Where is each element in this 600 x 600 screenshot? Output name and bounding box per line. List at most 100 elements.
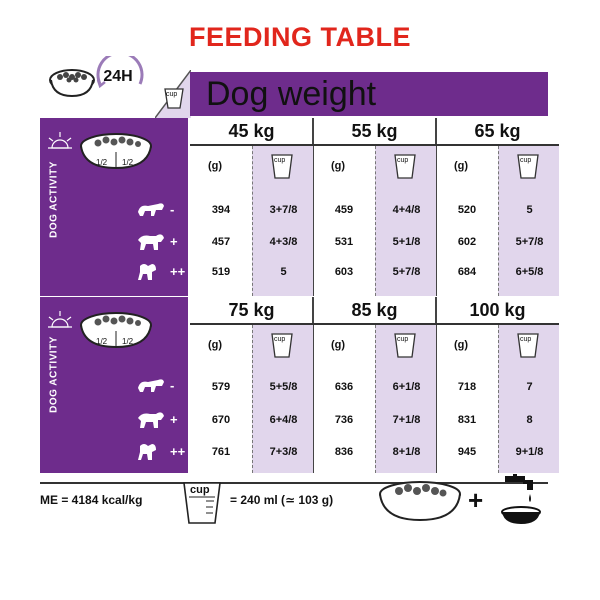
hours-label: 24H	[93, 64, 143, 94]
dog-activity-icon	[136, 260, 160, 287]
gram-header: (g)	[454, 160, 469, 172]
activity-sign: +	[170, 412, 178, 427]
half-right-1: 1/2	[122, 158, 134, 167]
cup-header-icon: cup	[393, 331, 417, 359]
footer-cup-label: cup	[190, 484, 210, 496]
col-separator	[312, 297, 314, 473]
cup-header-label: cup	[274, 157, 286, 164]
cup-cell: 6+1/8	[392, 381, 421, 393]
cup-label: cup	[166, 91, 178, 98]
cup-header-label: cup	[397, 336, 409, 343]
gram-cell: 602	[457, 236, 477, 248]
gram-cell: 457	[211, 236, 231, 248]
gram-cell: 736	[334, 414, 354, 426]
cup-equivalence: = 240 ml (≃ 103 g)	[230, 493, 334, 507]
weight-header: 45 kg	[190, 118, 313, 146]
dashed-divider	[375, 146, 376, 296]
dog-weight-header: Dog weight	[190, 72, 548, 116]
gram-cell: 831	[457, 414, 477, 426]
gram-cell: 945	[457, 446, 477, 458]
dog-activity-icon	[136, 408, 166, 435]
cup-cell: 5+5/8	[269, 381, 298, 393]
cup-cell: 3+7/8	[269, 204, 298, 216]
gram-cell: 394	[211, 204, 231, 216]
weight-header: 75 kg	[190, 297, 313, 325]
cup-cell: 6+4/8	[269, 414, 298, 426]
activity-sign: -	[170, 378, 175, 393]
dashed-divider	[498, 146, 499, 296]
footer-cup-icon: cup	[180, 479, 224, 527]
gram-cell: 520	[457, 204, 477, 216]
cup-cell: 7	[526, 381, 533, 393]
gram-cell: 579	[211, 381, 231, 393]
footer-divider	[40, 482, 548, 484]
activity-sign: ++	[170, 264, 186, 279]
cup-cell: 4+3/8	[269, 236, 298, 248]
weight-header: 55 kg	[313, 118, 436, 146]
cup-header-icon: cup	[516, 152, 540, 180]
dog-activity-icon	[136, 440, 160, 467]
cup-cell: 6+5/8	[515, 266, 544, 278]
dog-activity-icon	[136, 374, 166, 399]
gram-cell: 684	[457, 266, 477, 278]
cup-header-icon: cup	[516, 331, 540, 359]
col-separator	[312, 118, 314, 296]
half-right-2: 1/2	[122, 337, 134, 346]
cup-cell: 5+1/8	[392, 236, 421, 248]
cup-cell: 8	[526, 414, 533, 426]
cup-cell: 4+4/8	[392, 204, 421, 216]
gram-header: (g)	[208, 160, 223, 172]
cup-cell: 5	[280, 266, 287, 278]
cup-cell: 8+1/8	[392, 446, 421, 458]
activity-sign: +	[170, 234, 178, 249]
gram-cell: 459	[334, 204, 354, 216]
hours-text: 24H	[103, 68, 133, 85]
dog-activity-icon	[136, 198, 166, 223]
gram-header: (g)	[208, 339, 223, 351]
weight-header: 100 kg	[436, 297, 559, 325]
gram-cell: 718	[457, 381, 477, 393]
cup-header-label: cup	[274, 336, 286, 343]
cup-header-label: cup	[397, 157, 409, 164]
weight-header: 85 kg	[313, 297, 436, 325]
page-title: FEEDING TABLE	[189, 22, 411, 52]
dashed-divider	[252, 325, 253, 473]
half-left-2: 1/2	[96, 337, 108, 346]
dog-weight-title: Dog weight	[206, 74, 377, 113]
cup-icon: cup	[162, 86, 186, 110]
footer-bowl-icon	[375, 478, 465, 524]
cup-cell: 7+3/8	[269, 446, 298, 458]
gram-cell: 531	[334, 236, 354, 248]
gram-cell: 836	[334, 446, 354, 458]
half-left-1: 1/2	[96, 158, 108, 167]
gram-cell: 519	[211, 266, 231, 278]
food-bowl-icon	[48, 66, 96, 100]
weight-header: 65 kg	[436, 118, 559, 146]
cup-header-label: cup	[520, 336, 532, 343]
gram-cell: 761	[211, 446, 231, 458]
water-bowl-icon	[495, 472, 543, 528]
cup-header-icon: cup	[270, 331, 294, 359]
dashed-divider	[498, 325, 499, 473]
gram-cell: 636	[334, 381, 354, 393]
dashed-divider	[375, 325, 376, 473]
col-separator	[435, 118, 437, 296]
gram-cell: 670	[211, 414, 231, 426]
cup-header-label: cup	[520, 157, 532, 164]
cup-cell: 5+7/8	[392, 266, 421, 278]
cup-cell: 7+1/8	[392, 414, 421, 426]
panel-icons-2	[46, 305, 186, 355]
gram-header: (g)	[454, 339, 469, 351]
gram-header: (g)	[331, 339, 346, 351]
cup-cell: 9+1/8	[515, 446, 544, 458]
gram-cell: 603	[334, 266, 354, 278]
cup-header-icon: cup	[270, 152, 294, 180]
dog-activity-icon	[136, 230, 166, 257]
cup-cell: 5	[526, 204, 533, 216]
activity-sign: -	[170, 202, 175, 217]
dashed-divider	[252, 146, 253, 296]
col-separator	[435, 297, 437, 473]
gram-header: (g)	[331, 160, 346, 172]
energy-text: ME = 4184 kcal/kg	[40, 493, 143, 507]
plus-sign: +	[468, 485, 484, 515]
